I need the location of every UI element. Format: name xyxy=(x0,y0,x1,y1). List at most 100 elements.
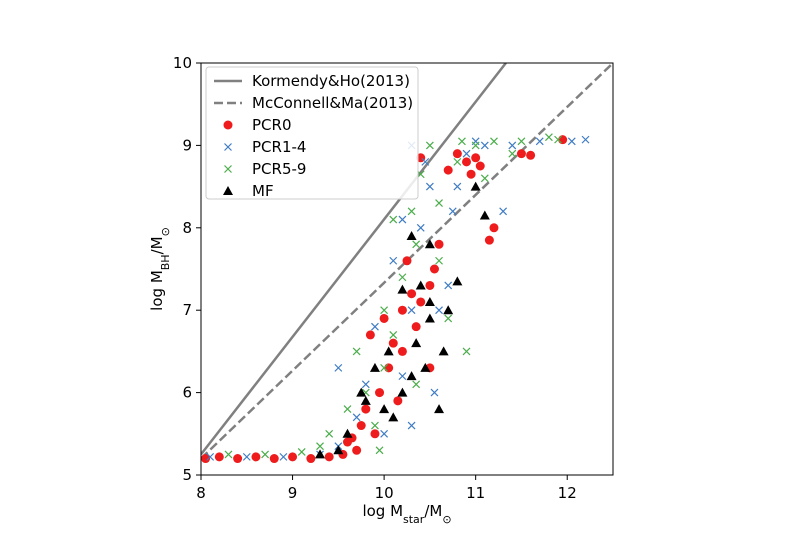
point xyxy=(398,273,407,282)
point xyxy=(421,157,430,166)
point xyxy=(361,380,370,389)
point xyxy=(356,387,367,397)
legend-label: PCR1-4 xyxy=(252,138,306,156)
point xyxy=(242,452,251,461)
point xyxy=(352,445,362,455)
point xyxy=(288,452,298,462)
point xyxy=(412,240,421,249)
point xyxy=(333,445,344,455)
point xyxy=(438,346,449,356)
point xyxy=(425,182,434,191)
x-tick-label: 9 xyxy=(288,484,298,502)
point xyxy=(352,347,361,356)
point xyxy=(407,207,416,216)
point xyxy=(407,421,416,430)
legend-marker xyxy=(223,186,233,195)
axis-label-part: log M xyxy=(362,502,403,520)
point xyxy=(206,452,215,461)
point xyxy=(420,362,431,372)
point xyxy=(214,452,224,462)
point xyxy=(444,314,453,323)
y-axis-label: log MBH/M⊙ xyxy=(148,227,172,311)
point xyxy=(544,133,553,142)
point xyxy=(388,412,399,422)
point xyxy=(365,330,375,340)
point xyxy=(397,387,408,397)
plot-area xyxy=(201,63,613,464)
y-tick-label: 9 xyxy=(182,136,192,154)
point xyxy=(424,296,435,306)
point xyxy=(443,305,454,315)
point xyxy=(484,235,494,245)
point xyxy=(411,322,421,332)
point xyxy=(334,363,343,372)
axis-label-part: ⊙ xyxy=(442,513,451,526)
point xyxy=(397,346,407,356)
legend-marker xyxy=(224,165,232,173)
point xyxy=(379,313,389,323)
point xyxy=(462,157,472,167)
point xyxy=(535,137,544,146)
point xyxy=(370,429,380,439)
point xyxy=(316,442,324,451)
point xyxy=(470,181,481,191)
point xyxy=(448,207,457,216)
point xyxy=(471,141,480,150)
point xyxy=(443,165,453,175)
point xyxy=(380,363,389,372)
point xyxy=(479,210,490,220)
point xyxy=(435,199,443,208)
point xyxy=(224,450,233,459)
point xyxy=(375,388,385,398)
point xyxy=(425,280,435,290)
point xyxy=(398,372,407,381)
point xyxy=(424,313,435,323)
point xyxy=(434,239,444,249)
point xyxy=(462,347,471,356)
point xyxy=(416,223,425,232)
point xyxy=(558,135,568,145)
point xyxy=(411,338,422,348)
point xyxy=(453,157,462,166)
axis-label-part: star xyxy=(403,513,425,526)
point xyxy=(297,448,306,456)
point xyxy=(453,182,462,191)
point xyxy=(402,256,412,266)
point xyxy=(393,396,403,406)
point xyxy=(435,306,443,315)
y-tick-label: 6 xyxy=(182,384,192,402)
point xyxy=(388,338,398,348)
point xyxy=(251,452,261,462)
point xyxy=(462,149,471,158)
point xyxy=(398,215,407,224)
legend-label: Kormendy&Ho(2013) xyxy=(252,72,410,90)
point xyxy=(412,380,421,389)
fit-line xyxy=(201,63,507,456)
y-tick-label: 10 xyxy=(173,54,192,72)
point xyxy=(471,153,481,163)
point xyxy=(325,429,334,438)
point xyxy=(480,174,489,183)
axis-label-part: ⊙ xyxy=(159,227,172,236)
axis-label-part: /M xyxy=(148,236,166,254)
point xyxy=(466,169,476,179)
point xyxy=(315,449,326,459)
x-tick-label: 12 xyxy=(558,484,577,502)
point xyxy=(397,284,408,294)
point xyxy=(416,297,426,307)
point xyxy=(397,305,407,315)
legend-marker xyxy=(223,120,233,130)
point xyxy=(389,215,398,224)
legend-label: PCR0 xyxy=(252,116,292,134)
point xyxy=(342,428,353,438)
point xyxy=(269,454,279,464)
point xyxy=(452,149,462,159)
point xyxy=(352,413,361,422)
point xyxy=(508,141,517,150)
axes-frame xyxy=(200,62,614,476)
point xyxy=(306,454,316,464)
legend-label: PCR5-9 xyxy=(252,160,306,178)
point xyxy=(369,362,380,372)
point xyxy=(407,306,416,315)
point xyxy=(489,223,499,233)
